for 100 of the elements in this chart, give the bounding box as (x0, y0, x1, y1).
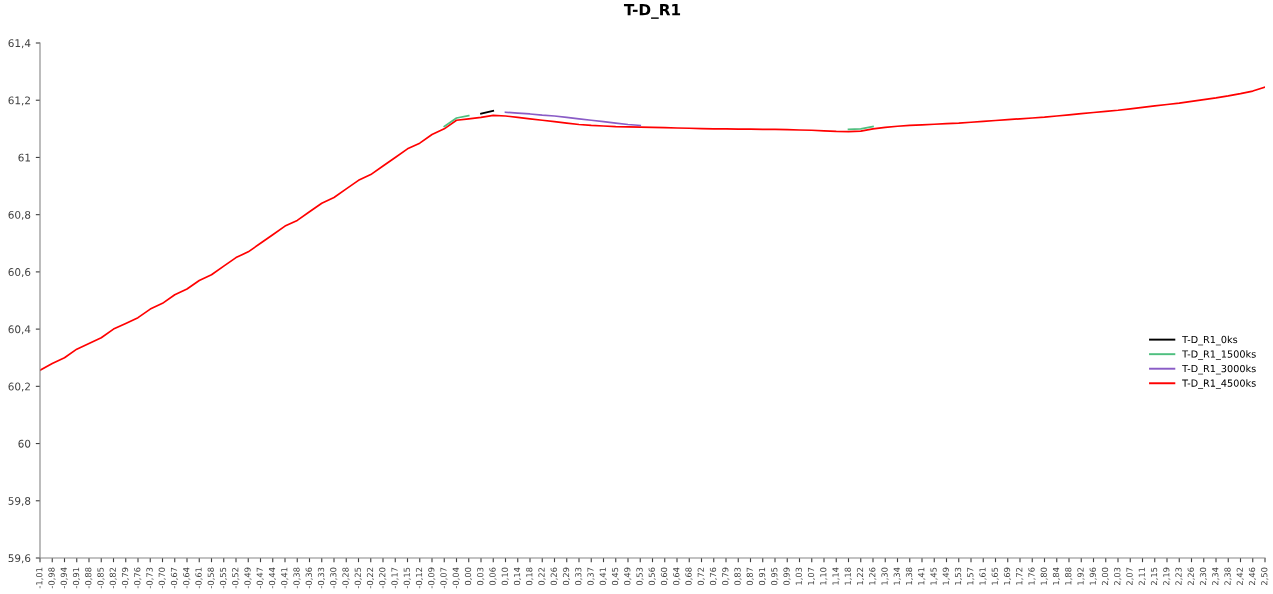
y-tick-label: 60,8 (8, 210, 31, 220)
x-tick-label: 2,50 (1261, 567, 1269, 585)
x-tick-label: 1,53 (954, 567, 963, 585)
x-tick-label: -0,41 (281, 567, 289, 589)
y-tick-label: 60,4 (8, 325, 31, 335)
x-tick-label: -1,01 (36, 567, 44, 589)
x-tick-label: -0,49 (244, 567, 252, 589)
x-tick-label: 0,03 (477, 567, 485, 586)
y-tick-label: 60,2 (8, 382, 30, 392)
x-tick-label: 2,00 (1101, 567, 1110, 585)
legend-label: T-D_R1_3000ks (1182, 364, 1256, 375)
x-tick-label: 1,96 (1089, 567, 1097, 585)
x-tick-label: -0,25 (354, 567, 362, 589)
x-tick-label: 1,45 (930, 567, 938, 585)
x-tick-label: 0,76 (709, 567, 718, 586)
x-tick-label: 0,83 (734, 567, 742, 586)
x-tick-label: 0,29 (562, 567, 571, 586)
y-tick-label: 61 (18, 153, 31, 162)
x-tick-label: 0,18 (526, 567, 534, 586)
x-tick-label: 0,72 (697, 567, 705, 586)
x-tick-label: -0,15 (403, 567, 411, 589)
x-tick-label: 0,33 (575, 567, 583, 586)
x-tick-label: -0,98 (48, 567, 56, 589)
x-tick-label: -0,20 (379, 567, 387, 589)
y-tick-label: 59,6 (8, 554, 31, 564)
x-tick-label: 1,49 (942, 567, 950, 585)
x-tick-label: 2,26 (1187, 567, 1195, 585)
x-tick-label: -0,30 (330, 567, 338, 589)
chart-title: T-D_R1 (623, 4, 681, 19)
x-tick-label: 1,30 (881, 567, 889, 585)
x-tick-label: 0,87 (746, 567, 754, 586)
x-tick-label: 1,03 (795, 567, 803, 585)
x-tick-label: 0,53 (636, 567, 644, 586)
y-tick-label: 61,4 (8, 39, 31, 49)
x-tick-label: 1,72 (1016, 567, 1024, 585)
x-tick-label: -0,85 (97, 567, 105, 589)
x-tick-label: 1,07 (807, 567, 816, 585)
x-tick-label: 0,68 (685, 567, 693, 586)
x-tick-label: 2,03 (1114, 567, 1122, 585)
x-tick-label: 0,37 (587, 567, 595, 586)
x-tick-label: 2,38 (1224, 567, 1232, 585)
x-tick-label: 1,41 (918, 567, 926, 585)
x-tick-label: -0,73 (146, 567, 154, 589)
x-tick-label: 2,23 (1175, 567, 1183, 585)
x-tick-label: 1,38 (905, 567, 914, 585)
x-tick-label: 0,06 (489, 567, 497, 586)
x-tick-label: -0,70 (158, 567, 166, 589)
x-tick-label: 0,45 (611, 567, 620, 586)
x-tick-label: 1,80 (1040, 567, 1048, 585)
x-tick-label: -0,82 (109, 567, 117, 589)
x-tick-label: -0,12 (415, 567, 424, 589)
x-tick-label: 0,60 (660, 567, 669, 586)
x-tick-label: 0,64 (673, 567, 681, 586)
y-tick-label: 60 (18, 439, 31, 448)
x-tick-label: 1,69 (1003, 567, 1012, 585)
y-tick-label: 60,6 (8, 268, 31, 278)
x-tick-label: 1,61 (979, 567, 987, 585)
x-tick-label: -0,36 (305, 567, 313, 589)
x-tick-label: 0,49 (624, 567, 632, 586)
x-tick-label: -0,47 (256, 567, 264, 589)
x-tick-label: -0,28 (342, 567, 350, 589)
x-tick-label: 1,14 (832, 567, 840, 585)
x-tick-label: -0,79 (121, 567, 130, 589)
x-tick-label: 0,79 (722, 567, 730, 586)
x-tick-label: 2,11 (1138, 567, 1146, 585)
x-tick-label: 2,46 (1248, 567, 1257, 585)
legend-label: T-D_R1_1500ks (1182, 350, 1256, 360)
x-tick-label: -0,67 (170, 567, 179, 589)
y-tick-label: 61,2 (8, 96, 30, 106)
x-tick-label: -0,44 (268, 567, 277, 589)
x-tick-label: -0,22 (366, 567, 375, 589)
x-tick-label: 0,14 (513, 567, 522, 586)
x-tick-label: 1,26 (869, 567, 877, 585)
x-tick-label: -0,94 (60, 567, 68, 589)
x-tick-label: 0,91 (758, 567, 767, 586)
x-tick-label: 1,76 (1028, 567, 1036, 585)
x-tick-label: 0,56 (648, 567, 656, 586)
x-tick-label: -0,07 (440, 567, 448, 589)
x-tick-label: -0,88 (85, 567, 93, 589)
x-tick-label: -0,91 (72, 567, 81, 589)
x-tick-label: -0,33 (317, 567, 326, 589)
x-tick-label: 1,88 (1065, 567, 1073, 585)
x-tick-label: 2,07 (1126, 567, 1134, 585)
x-tick-label: 0,22 (538, 567, 546, 586)
x-tick-label: -0,61 (195, 567, 203, 589)
x-tick-label: 1,22 (856, 567, 865, 585)
x-tick-label: -0,55 (219, 567, 228, 589)
x-tick-label: 2,19 (1163, 567, 1171, 585)
x-tick-label: -0,58 (207, 567, 215, 589)
x-tick-label: 0,10 (501, 567, 509, 586)
y-tick-label: 59,8 (8, 497, 31, 506)
x-tick-label: 0,99 (783, 567, 791, 586)
x-tick-label: 0,00 (464, 567, 473, 586)
x-tick-label: 2,34 (1212, 567, 1220, 585)
x-tick-label: -0,64 (183, 567, 191, 589)
x-tick-label: 2,42 (1236, 567, 1244, 585)
x-tick-label: 1,65 (991, 567, 999, 585)
x-tick-label: -0,04 (452, 567, 460, 589)
x-tick-label: 0,26 (550, 567, 558, 586)
legend-label: T-D_R1_0ks (1182, 335, 1238, 346)
